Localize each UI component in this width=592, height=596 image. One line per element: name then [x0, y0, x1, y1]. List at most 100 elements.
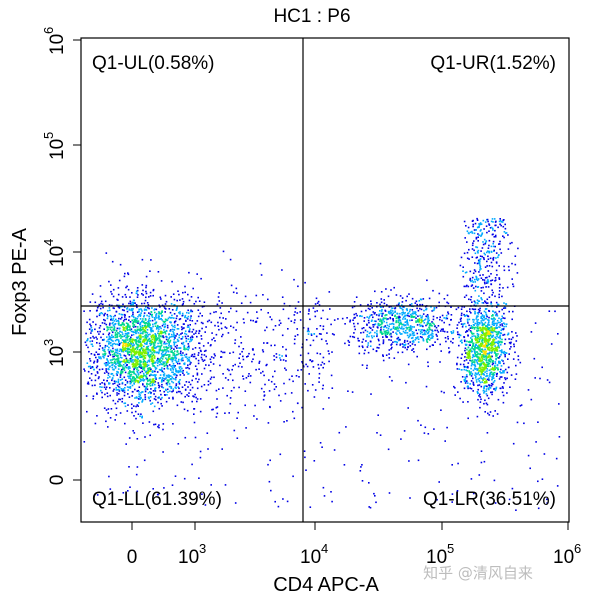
scatter-point [471, 339, 473, 341]
scatter-point [146, 372, 148, 374]
scatter-point [135, 362, 137, 364]
scatter-point [471, 333, 474, 335]
scatter-point [366, 330, 369, 333]
scatter-point [378, 314, 380, 317]
scatter-point [159, 361, 162, 364]
scatter-point [516, 272, 519, 274]
scatter-point [438, 481, 440, 483]
scatter-point [164, 343, 167, 345]
scatter-point [465, 294, 468, 297]
scatter-point [387, 448, 390, 451]
scatter-point [376, 330, 378, 332]
scatter-point [190, 309, 192, 312]
scatter-point [406, 348, 408, 351]
scatter-point [140, 374, 142, 377]
scatter-point [413, 351, 415, 353]
scatter-point [118, 388, 120, 391]
scatter-point [447, 302, 450, 305]
scatter-point [152, 349, 154, 351]
scatter-point [345, 426, 347, 428]
scatter-point [133, 405, 135, 407]
y-tick-label-1e5: 10 5 [41, 132, 68, 160]
scatter-point [464, 366, 467, 368]
scatter-point [124, 405, 127, 408]
scatter-point [127, 359, 129, 362]
scatter-point [149, 342, 151, 345]
scatter-point [423, 333, 425, 336]
scatter-point [491, 393, 493, 396]
scatter-point [124, 384, 127, 386]
scatter-point [428, 324, 431, 327]
scatter-point [167, 368, 169, 370]
scatter-point [173, 352, 175, 354]
x-axis-label: CD4 APC-A [273, 574, 379, 596]
scatter-point [476, 315, 478, 317]
scatter-point [463, 322, 466, 325]
scatter-point [186, 371, 188, 374]
scatter-point [353, 336, 356, 339]
scatter-point [470, 337, 472, 339]
scatter-point [141, 415, 143, 418]
scatter-point [171, 309, 174, 311]
scatter-point [353, 313, 356, 316]
scatter-point [408, 293, 410, 295]
scatter-point [501, 221, 504, 223]
scatter-point [153, 423, 155, 426]
scatter-point [135, 319, 137, 322]
scatter-point [494, 410, 496, 412]
scatter-point [331, 500, 333, 503]
scatter-point [239, 353, 241, 355]
scatter-point [131, 411, 133, 414]
scatter-point [485, 327, 488, 330]
scatter-point [499, 337, 502, 340]
scatter-point [425, 307, 428, 310]
scatter-point [486, 381, 488, 384]
scatter-point [416, 307, 418, 310]
scatter-point [432, 315, 435, 318]
scatter-point [230, 284, 233, 287]
scatter-point [384, 310, 387, 312]
scatter-point [99, 345, 101, 347]
quadrant-label-lr: Q1-LR(36.51%) [423, 489, 556, 510]
scatter-point [474, 278, 476, 281]
scatter-point [155, 321, 157, 324]
scatter-point [132, 346, 135, 348]
scatter-point [105, 370, 107, 372]
scatter-point [527, 454, 530, 457]
scatter-point [417, 336, 419, 338]
scatter-point [215, 416, 218, 418]
scatter-point [385, 321, 388, 324]
scatter-point [209, 370, 212, 372]
scatter-point [112, 390, 115, 392]
scatter-point [240, 302, 243, 304]
scatter-point [170, 321, 172, 323]
scatter-point [318, 333, 321, 335]
scatter-point [137, 369, 140, 372]
scatter-point [178, 381, 180, 383]
scatter-point [428, 319, 430, 322]
scatter-point [115, 387, 117, 389]
scatter-point [502, 351, 505, 354]
scatter-point [146, 314, 148, 317]
scatter-point [268, 390, 271, 392]
scatter-point [480, 312, 482, 315]
scatter-point [266, 342, 269, 344]
scatter-point [408, 315, 411, 318]
scatter-point [136, 380, 139, 383]
scatter-point [270, 489, 272, 492]
scatter-point [390, 309, 392, 312]
scatter-point [466, 340, 468, 343]
scatter-point [466, 385, 469, 388]
scatter-point [472, 287, 475, 289]
scatter-point [142, 336, 144, 338]
scatter-point [493, 374, 495, 376]
scatter-point [181, 337, 184, 340]
scatter-point [509, 342, 512, 345]
scatter-point [515, 340, 518, 342]
scatter-point [484, 338, 486, 341]
scatter-point [99, 386, 101, 388]
scatter-point [475, 246, 477, 248]
scatter-point [270, 344, 272, 347]
scatter-point [326, 342, 328, 345]
scatter-point [152, 390, 155, 392]
